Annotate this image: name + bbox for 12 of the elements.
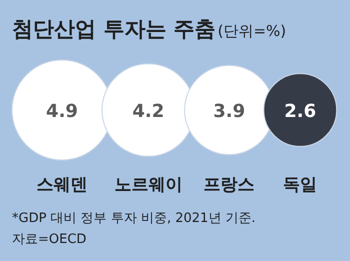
category-label: 프랑스 — [204, 175, 255, 195]
category-label: 스웨덴 — [36, 175, 88, 195]
category-label: 독일 — [283, 175, 318, 195]
text: 자료=OECD — [12, 232, 86, 247]
text: 첨단산업 투자는 주춤 — [12, 17, 216, 41]
category-label: 노르웨이 — [114, 175, 182, 195]
text: (단위=%) — [218, 22, 286, 40]
data-label: 2.6 — [284, 101, 316, 122]
data-label: 3.9 — [213, 101, 246, 122]
data-label: 4.2 — [132, 101, 164, 122]
text: *GDP 대비 정부 투자 비중, 2021년 기준. — [12, 211, 256, 226]
data-label: 4.9 — [46, 101, 78, 122]
